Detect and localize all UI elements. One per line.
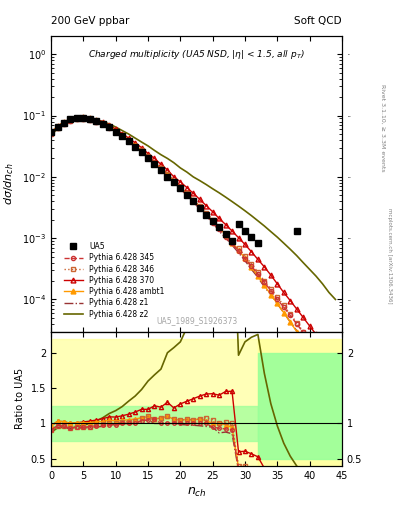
Text: mcplots.cern.ch [arXiv:1306.3436]: mcplots.cern.ch [arXiv:1306.3436] xyxy=(387,208,391,304)
Text: UA5_1989_S1926373: UA5_1989_S1926373 xyxy=(156,316,237,326)
Text: 200 GeV ppbar: 200 GeV ppbar xyxy=(51,15,129,26)
Text: Soft QCD: Soft QCD xyxy=(294,15,342,26)
Legend: UA5, Pythia 6.428 345, Pythia 6.428 346, Pythia 6.428 370, Pythia 6.428 ambt1, P: UA5, Pythia 6.428 345, Pythia 6.428 346,… xyxy=(61,239,167,322)
X-axis label: $n_{ch}$: $n_{ch}$ xyxy=(187,486,206,499)
Y-axis label: Ratio to UA5: Ratio to UA5 xyxy=(15,368,25,429)
Text: Rivet 3.1.10, ≥ 3.3M events: Rivet 3.1.10, ≥ 3.3M events xyxy=(381,84,386,172)
Text: Charged multiplicity (UA5 NSD, $|\eta|$ < 1.5, all $p_T$): Charged multiplicity (UA5 NSD, $|\eta|$ … xyxy=(88,48,305,60)
Y-axis label: $d\sigma/dn_{ch}$: $d\sigma/dn_{ch}$ xyxy=(3,162,17,205)
